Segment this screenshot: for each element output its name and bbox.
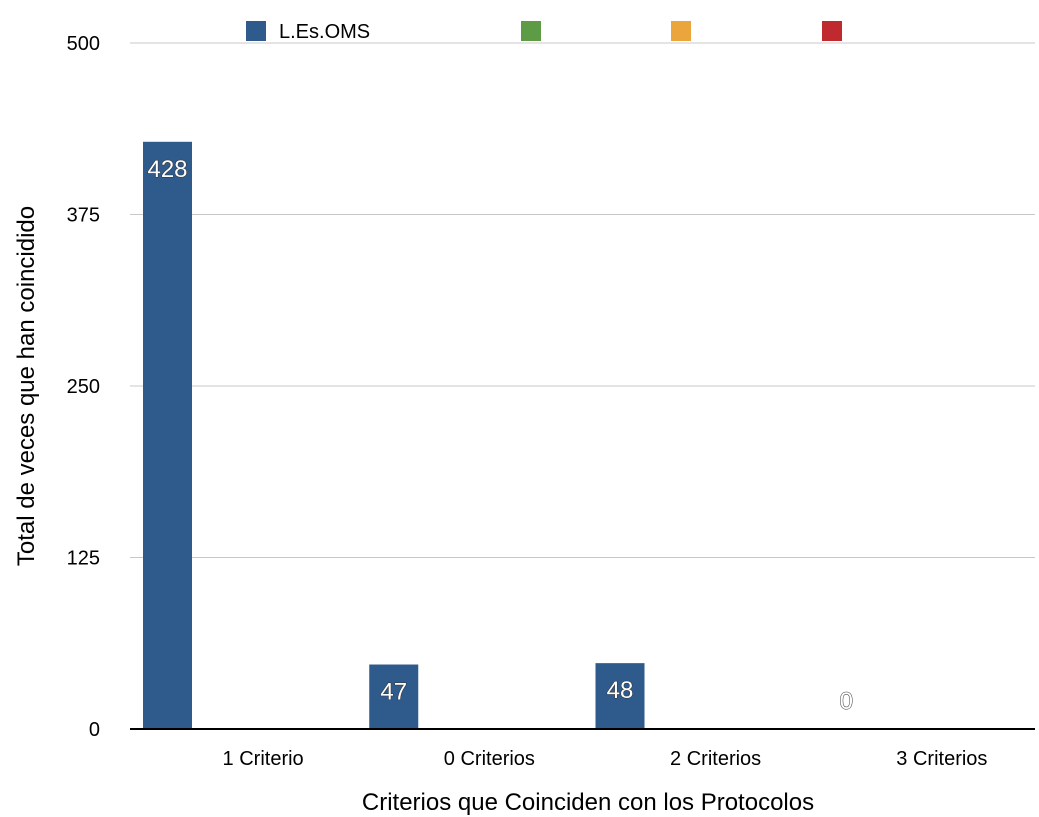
bars [143,141,645,729]
data-label: 48 [607,677,634,704]
legend-label: L.Es.OMS [279,21,370,43]
bar [595,663,645,729]
bar [143,141,192,729]
y-tick-label: 375 [67,205,100,227]
x-tick-label: 3 Criterios [896,748,987,770]
legend-swatch [822,21,842,41]
x-axis-ticks: 1 Criterio 0 Criterios 2 Criterios 3 Criter… [223,748,988,770]
y-tick-label: 500 [67,33,100,55]
legend-swatch [521,21,541,41]
bar [369,664,419,729]
gridlines [130,42,1035,558]
legend-swatch [671,21,691,41]
y-tick-label: 250 [67,376,100,398]
data-label: 0 [840,688,853,715]
data-label: 47 [380,679,407,706]
y-tick-label: 0 [89,719,100,741]
data-labels: 428 47 48 0 [147,155,853,715]
legend-swatch [246,21,266,41]
y-tick-label: 125 [67,548,100,570]
x-axis-title: Criterios que Coinciden con los Protocol… [362,789,814,816]
x-tick-label: 0 Criterios [444,748,535,770]
x-tick-label: 2 Criterios [670,748,761,770]
y-axis-title: Total de veces que han coincidido [13,206,40,566]
data-label: 428 [147,156,187,183]
legend: L.Es.OMS [246,21,842,43]
y-axis-ticks: 0 125 250 375 500 [67,33,100,741]
x-tick-label: 1 Criterio [223,748,304,770]
